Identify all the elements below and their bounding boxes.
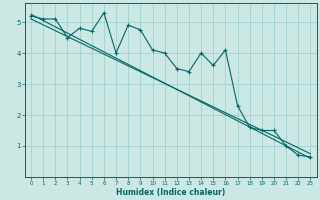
X-axis label: Humidex (Indice chaleur): Humidex (Indice chaleur) <box>116 188 225 197</box>
